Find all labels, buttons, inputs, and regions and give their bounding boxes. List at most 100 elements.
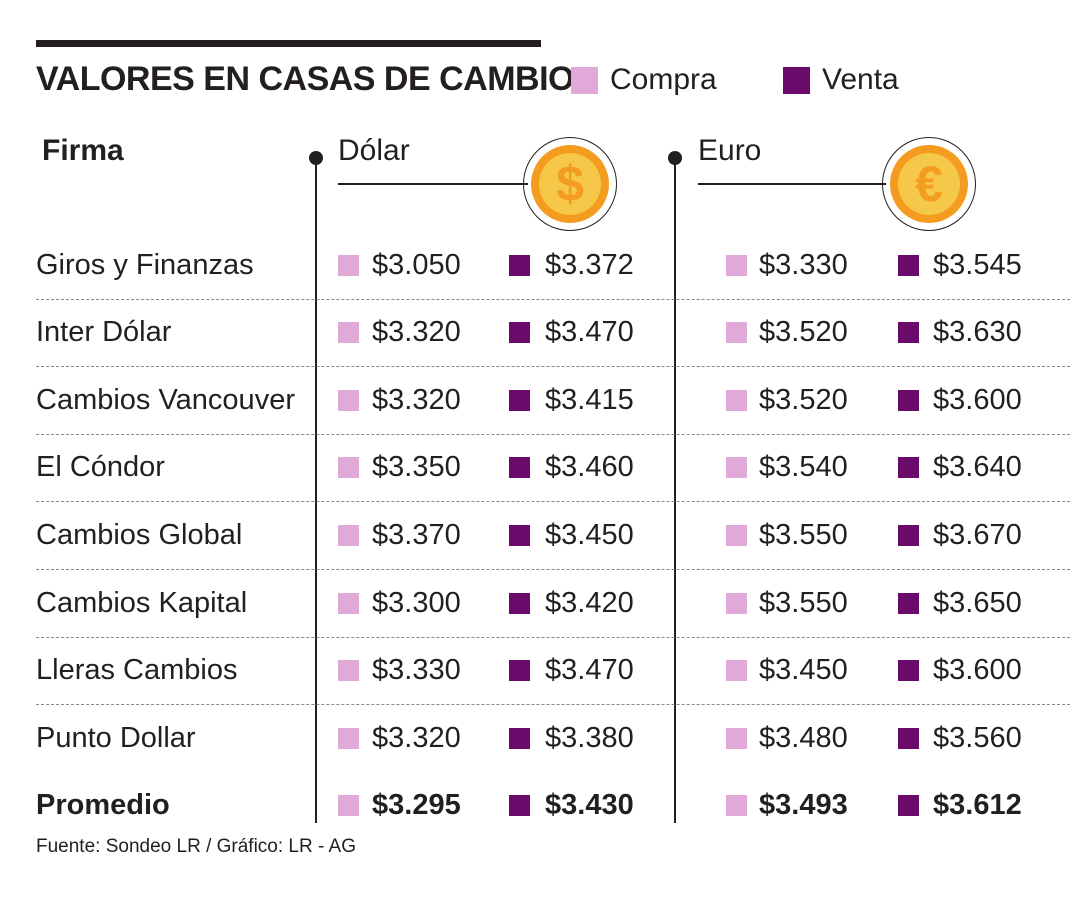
euro-venta-value: $3.640 xyxy=(933,451,1022,483)
compra-swatch xyxy=(338,728,359,749)
table-row: Cambios Kapital $3.300 $3.420 $3.550 $3.… xyxy=(0,571,1080,639)
dolar-venta-value: $3.380 xyxy=(545,722,634,754)
dolar-compra-value: $3.330 xyxy=(372,654,461,686)
euro-compra-value: $3.540 xyxy=(759,451,848,483)
dollar-coin-icon: $ xyxy=(523,137,617,231)
source-note: Fuente: Sondeo LR / Gráfico: LR - AG xyxy=(36,836,356,857)
dolar-venta-value: $3.470 xyxy=(545,316,634,348)
dolar-compra-value: $3.050 xyxy=(372,249,461,281)
compra-swatch xyxy=(726,525,747,546)
firma-name: Giros y Finanzas xyxy=(36,249,254,281)
compra-swatch xyxy=(726,255,747,276)
firma-name: Inter Dólar xyxy=(36,316,172,348)
venta-swatch xyxy=(898,525,919,546)
compra-swatch xyxy=(338,525,359,546)
euro-venta-value: $3.670 xyxy=(933,519,1022,551)
euro-compra-value: $3.550 xyxy=(759,587,848,619)
compra-swatch xyxy=(338,390,359,411)
dolar-compra-value: $3.350 xyxy=(372,451,461,483)
venta-swatch xyxy=(898,728,919,749)
euro-column-line xyxy=(674,158,676,823)
venta-swatch xyxy=(898,660,919,681)
euro-coin-ring: € xyxy=(890,145,968,223)
euro-header-rule xyxy=(698,183,886,185)
compra-swatch xyxy=(338,255,359,276)
firma-name: Cambios Global xyxy=(36,519,243,551)
firma-name: Lleras Cambios xyxy=(36,654,238,686)
table-row: Cambios Global $3.370 $3.450 $3.550 $3.6… xyxy=(0,503,1080,571)
header-euro: Euro xyxy=(698,134,762,167)
legend-compra-label: Compra xyxy=(610,63,717,96)
table-row: Lleras Cambios $3.330 $3.470 $3.450 $3.6… xyxy=(0,638,1080,706)
dolar-venta-value: $3.460 xyxy=(545,451,634,483)
dolar-compra-value: $3.320 xyxy=(372,316,461,348)
compra-swatch xyxy=(726,795,747,816)
table-row: Cambios Vancouver $3.320 $3.415 $3.520 $… xyxy=(0,368,1080,436)
venta-swatch xyxy=(509,795,530,816)
header-firma: Firma xyxy=(42,134,124,167)
venta-swatch xyxy=(898,795,919,816)
euro-compra-value: $3.450 xyxy=(759,654,848,686)
dolar-venta-value: $3.450 xyxy=(545,519,634,551)
chart-title: VALORES EN CASAS DE CAMBIO xyxy=(36,60,574,98)
venta-swatch xyxy=(898,593,919,614)
venta-swatch xyxy=(509,525,530,546)
table-row: El Cóndor $3.350 $3.460 $3.540 $3.640 xyxy=(0,435,1080,503)
row-divider xyxy=(36,637,1070,638)
firma-name: El Cóndor xyxy=(36,451,165,483)
venta-swatch xyxy=(509,660,530,681)
venta-swatch xyxy=(509,457,530,478)
firma-name: Punto Dollar xyxy=(36,722,196,754)
compra-swatch xyxy=(338,322,359,343)
venta-swatch xyxy=(509,728,530,749)
firma-name: Cambios Vancouver xyxy=(36,384,295,416)
dolar-venta-value: $3.372 xyxy=(545,249,634,281)
legend-venta-swatch xyxy=(783,66,810,94)
euro-compra-value: $3.480 xyxy=(759,722,848,754)
euro-coin-icon: € xyxy=(882,137,976,231)
row-divider xyxy=(36,704,1070,705)
dolar-column-line xyxy=(315,158,317,823)
table-row: Punto Dollar $3.320 $3.380 $3.480 $3.560 xyxy=(0,706,1080,774)
euro-compra-value: $3.550 xyxy=(759,519,848,551)
compra-swatch xyxy=(338,795,359,816)
venta-swatch xyxy=(898,255,919,276)
firma-name: Cambios Kapital xyxy=(36,587,248,619)
venta-swatch xyxy=(509,593,530,614)
row-divider xyxy=(36,434,1070,435)
promedio-label: Promedio xyxy=(36,789,170,821)
euro-coin-symbol: € xyxy=(898,153,960,215)
compra-swatch xyxy=(726,660,747,681)
euro-compra-value: $3.493 xyxy=(759,789,848,821)
row-divider xyxy=(36,501,1070,502)
dollar-coin-ring: $ xyxy=(531,145,609,223)
dolar-compra-value: $3.295 xyxy=(372,789,461,821)
compra-swatch xyxy=(338,660,359,681)
dolar-compra-value: $3.300 xyxy=(372,587,461,619)
compra-swatch xyxy=(726,390,747,411)
compra-swatch xyxy=(338,457,359,478)
dolar-venta-value: $3.420 xyxy=(545,587,634,619)
euro-venta-value: $3.612 xyxy=(933,789,1022,821)
legend-compra: Compra xyxy=(571,62,717,98)
dolar-venta-value: $3.415 xyxy=(545,384,634,416)
dollar-coin-symbol: $ xyxy=(539,153,601,215)
dolar-compra-value: $3.320 xyxy=(372,384,461,416)
venta-swatch xyxy=(898,390,919,411)
legend-venta: Venta xyxy=(783,62,899,98)
compra-swatch xyxy=(338,593,359,614)
euro-venta-value: $3.630 xyxy=(933,316,1022,348)
dolar-compra-value: $3.370 xyxy=(372,519,461,551)
compra-swatch xyxy=(726,593,747,614)
compra-swatch xyxy=(726,457,747,478)
title-rule xyxy=(36,40,541,47)
row-divider xyxy=(36,299,1070,300)
table-row: Inter Dólar $3.320 $3.470 $3.520 $3.630 xyxy=(0,300,1080,368)
dolar-header-rule xyxy=(338,183,528,185)
compra-swatch xyxy=(726,728,747,749)
row-divider xyxy=(36,366,1070,367)
venta-swatch xyxy=(509,390,530,411)
venta-swatch xyxy=(509,322,530,343)
legend-venta-label: Venta xyxy=(822,63,899,96)
euro-compra-value: $3.330 xyxy=(759,249,848,281)
